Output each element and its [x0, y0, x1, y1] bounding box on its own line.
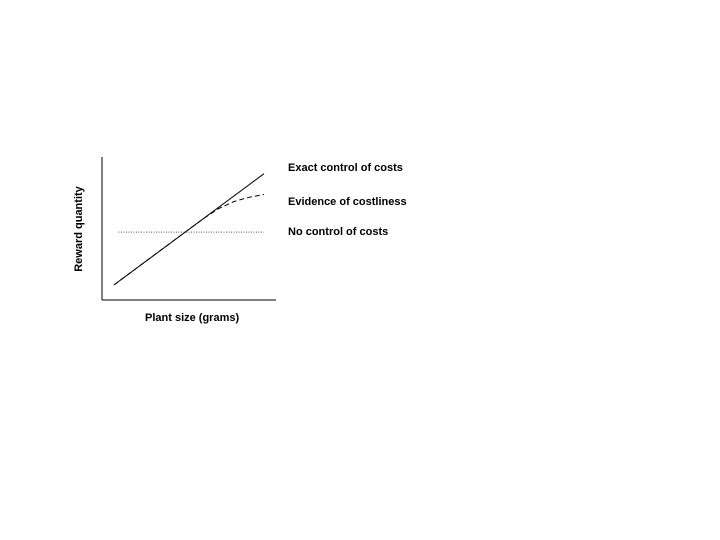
legend-label-exact-control: Exact control of costs: [288, 162, 403, 174]
legend-label-no-control: No control of costs: [288, 226, 389, 238]
series-line-evidence-of-costliness: [113, 194, 265, 286]
x-axis-label: Plant size (grams): [145, 312, 240, 324]
series-line-exact-control-of-costs: [113, 173, 265, 286]
legend-label-evidence-of-costliness: Evidence of costliness: [288, 196, 407, 208]
y-axis-label: Reward quantity: [73, 186, 85, 272]
